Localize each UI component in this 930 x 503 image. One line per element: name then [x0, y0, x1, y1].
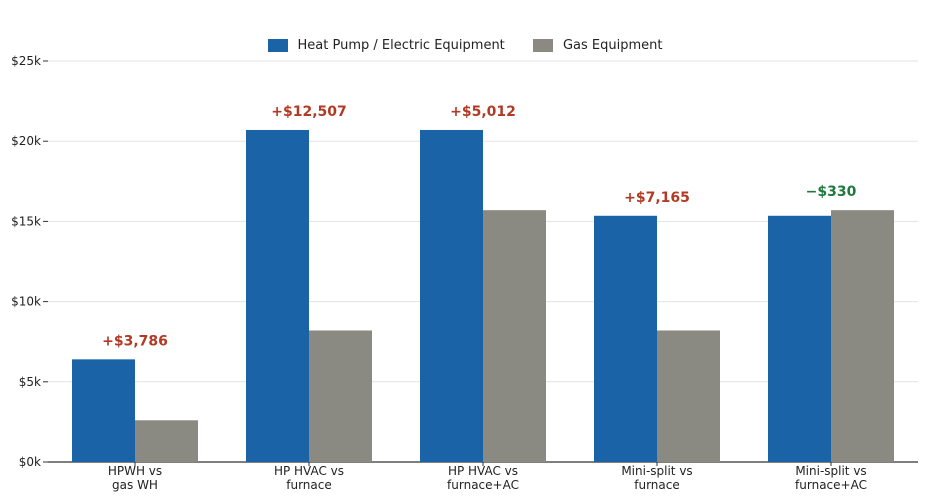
legend-swatch-heat-pump	[267, 39, 288, 52]
y-tick-label: $20k	[11, 134, 41, 148]
legend-label-heat-pump: Heat Pump / Electric Equipment	[297, 38, 505, 53]
legend-item-heat-pump: Heat Pump / Electric Equipment	[267, 38, 505, 53]
difference-label: +$7,165	[624, 190, 690, 206]
y-tick-label: $5k	[19, 375, 41, 389]
bar-gas	[831, 210, 894, 462]
y-tick-label: $15k	[11, 214, 41, 228]
bar-heat-pump	[420, 129, 483, 463]
bar-gas	[135, 420, 198, 462]
difference-label: +$3,786	[102, 333, 168, 349]
bar-gas	[309, 330, 372, 462]
x-tick-label: Mini-split vs furnace+AC	[795, 464, 867, 492]
difference-label: +$5,012	[450, 104, 516, 120]
legend-item-gas: Gas Equipment	[532, 38, 663, 53]
x-tick-label: Mini-split vs furnace	[621, 464, 692, 492]
bar-gas	[657, 330, 720, 462]
bar-heat-pump	[72, 359, 135, 462]
legend-label-gas: Gas Equipment	[562, 38, 663, 53]
bar-heat-pump	[246, 129, 309, 463]
y-tick-label: $10k	[11, 295, 41, 309]
x-tick-label: HP HVAC vs furnace	[274, 464, 344, 492]
bar-gas	[483, 210, 546, 462]
x-tick-label: HPWH vs gas WH	[108, 464, 162, 492]
x-tick-label: HP HVAC vs furnace+AC	[447, 464, 519, 492]
difference-label: +$12,507	[271, 104, 347, 120]
difference-label: −$330	[806, 184, 857, 200]
bar-heat-pump	[594, 215, 657, 462]
chart-legend: Heat Pump / Electric Equipment Gas Equip…	[0, 38, 930, 56]
bar-heat-pump	[768, 215, 831, 462]
y-tick-label: $25k	[11, 54, 41, 68]
legend-swatch-gas	[532, 39, 553, 52]
y-tick-label: $0k	[19, 455, 41, 469]
